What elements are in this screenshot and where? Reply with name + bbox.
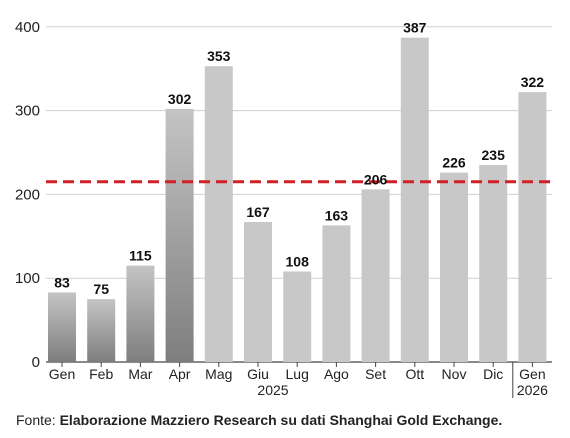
value-label: 115	[129, 248, 152, 264]
bar-9	[400, 37, 429, 363]
value-label: 353	[207, 48, 231, 64]
x-tick-label: Dic	[483, 366, 503, 382]
value-label: 167	[246, 204, 270, 220]
value-labels: 83 75 115 302 353 167 108 163 206 387 226 235 322	[54, 20, 544, 297]
value-label: 302	[168, 91, 192, 107]
bar-10	[440, 172, 468, 362]
year-label-2025: 2025	[257, 382, 288, 398]
x-tick-label: Ott	[405, 366, 424, 382]
y-tick-label: 200	[15, 186, 40, 203]
x-tick-label: Nov	[442, 366, 467, 382]
value-label: 235	[482, 147, 506, 163]
x-tick-label: Ago	[324, 366, 349, 382]
x-tick-label: Lug	[286, 366, 309, 382]
source-note: Fonte: Elaborazione Mazziero Research su…	[16, 412, 502, 428]
x-tick-label: Giu	[247, 366, 269, 382]
bars	[48, 37, 547, 363]
value-label: 108	[286, 253, 310, 269]
x-axis-ticks: Gen Feb Mar Apr Mag Giu Lug Ago Set Ott Nov Dic Gen2…	[49, 362, 548, 398]
value-label: 163	[325, 207, 349, 223]
value-label: 387	[403, 20, 427, 36]
y-tick-label: 400	[15, 19, 40, 36]
x-tick-label: Gen	[519, 366, 545, 382]
year-label-2026: 2026	[517, 382, 548, 398]
bar-5	[244, 222, 272, 362]
x-tick-label: Mag	[205, 366, 232, 382]
value-label: 75	[93, 281, 109, 297]
bar-3	[165, 108, 194, 363]
bar-6	[283, 271, 312, 362]
bar-7	[322, 225, 351, 362]
value-label: 83	[54, 274, 70, 290]
y-tick-label: 100	[15, 270, 40, 287]
x-tick-label: Set	[365, 366, 386, 382]
x-tick-label: Mar	[128, 366, 152, 382]
bar-12	[518, 92, 547, 362]
y-tick-label: 300	[15, 103, 40, 120]
bar-8	[361, 189, 390, 362]
bar-0	[48, 292, 76, 362]
bar-11	[479, 165, 508, 362]
bar-2	[126, 265, 155, 362]
value-label: 226	[442, 155, 466, 171]
y-axis-ticks: 0 100 200 300 400	[15, 19, 40, 371]
source-prefix: Fonte:	[16, 412, 60, 428]
x-tick-label: Gen	[49, 366, 75, 382]
source-text: Elaborazione Mazziero Research su dati S…	[59, 412, 503, 428]
value-label: 206	[364, 171, 388, 187]
y-tick-label: 0	[32, 354, 40, 371]
x-tick-label: Apr	[169, 366, 191, 382]
bar-1	[87, 299, 116, 362]
value-label: 322	[521, 74, 545, 90]
bar-4	[204, 66, 233, 363]
x-tick-label: Feb	[89, 366, 113, 382]
